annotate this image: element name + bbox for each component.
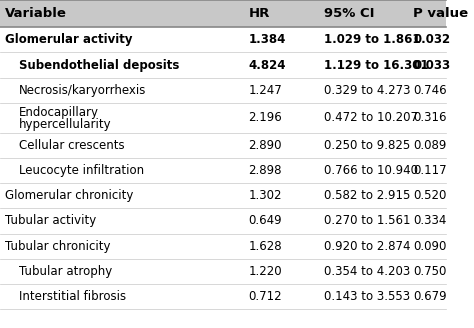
Text: 0.920 to 2.874: 0.920 to 2.874: [324, 240, 410, 253]
Text: 0.334: 0.334: [413, 215, 447, 227]
Text: 0.766 to 10.940: 0.766 to 10.940: [324, 164, 418, 177]
Text: 1.029 to 1.861: 1.029 to 1.861: [324, 33, 420, 46]
Text: Necrosis/karyorrhexis: Necrosis/karyorrhexis: [18, 84, 146, 97]
Text: hypercellularity: hypercellularity: [18, 118, 111, 131]
Text: Leucocyte infiltration: Leucocyte infiltration: [18, 164, 144, 177]
Text: 1.384: 1.384: [248, 33, 286, 46]
Bar: [0, 234, 446, 259]
Text: 0.117: 0.117: [413, 164, 447, 177]
Text: 0.679: 0.679: [413, 290, 447, 303]
Bar: [0, 208, 446, 234]
Text: 0.712: 0.712: [248, 290, 282, 303]
Bar: [0, 78, 446, 103]
Text: 1.129 to 16.301: 1.129 to 16.301: [324, 59, 428, 72]
Text: 0.329 to 4.273: 0.329 to 4.273: [324, 84, 410, 97]
Text: Glomerular activity: Glomerular activity: [5, 33, 133, 46]
Text: P value: P value: [413, 7, 468, 20]
Text: 0.033: 0.033: [413, 59, 450, 72]
Text: Tubular chronicity: Tubular chronicity: [5, 240, 111, 253]
Text: 1.302: 1.302: [248, 189, 282, 202]
Text: 0.250 to 9.825: 0.250 to 9.825: [324, 139, 410, 152]
Text: 1.628: 1.628: [248, 240, 282, 253]
Text: Variable: Variable: [5, 7, 67, 20]
Text: 0.089: 0.089: [413, 139, 447, 152]
Text: 1.247: 1.247: [248, 84, 282, 97]
Text: 0.520: 0.520: [413, 189, 447, 202]
Bar: [0, 27, 446, 52]
Text: 4.824: 4.824: [248, 59, 286, 72]
Text: 95% CI: 95% CI: [324, 7, 374, 20]
Text: Tubular atrophy: Tubular atrophy: [18, 265, 112, 278]
Text: 0.032: 0.032: [413, 33, 450, 46]
Text: Tubular activity: Tubular activity: [5, 215, 97, 227]
Text: Interstitial fibrosis: Interstitial fibrosis: [18, 290, 126, 303]
Text: 0.746: 0.746: [413, 84, 447, 97]
Bar: [0, 183, 446, 208]
Text: 0.582 to 2.915: 0.582 to 2.915: [324, 189, 410, 202]
Text: HR: HR: [248, 7, 270, 20]
Text: 2.196: 2.196: [248, 111, 282, 124]
Text: Endocapillary: Endocapillary: [18, 106, 99, 119]
Bar: [0, 133, 446, 158]
Text: 0.143 to 3.553: 0.143 to 3.553: [324, 290, 410, 303]
Text: 0.354 to 4.203: 0.354 to 4.203: [324, 265, 410, 278]
Text: Cellular crescents: Cellular crescents: [18, 139, 124, 152]
Text: 0.090: 0.090: [413, 240, 447, 253]
Bar: [0, 284, 446, 309]
Bar: [0, 103, 446, 133]
Text: 0.472 to 10.207: 0.472 to 10.207: [324, 111, 418, 124]
Text: 0.270 to 1.561: 0.270 to 1.561: [324, 215, 410, 227]
Text: 1.220: 1.220: [248, 265, 282, 278]
Text: Glomerular chronicity: Glomerular chronicity: [5, 189, 134, 202]
Text: Subendothelial deposits: Subendothelial deposits: [18, 59, 179, 72]
Bar: [0, 158, 446, 183]
Bar: [0, 0, 446, 27]
Text: 0.649: 0.649: [248, 215, 282, 227]
Bar: [0, 52, 446, 78]
Bar: [0, 259, 446, 284]
Text: 0.750: 0.750: [413, 265, 447, 278]
Text: 2.890: 2.890: [248, 139, 282, 152]
Text: 0.316: 0.316: [413, 111, 447, 124]
Text: 2.898: 2.898: [248, 164, 282, 177]
